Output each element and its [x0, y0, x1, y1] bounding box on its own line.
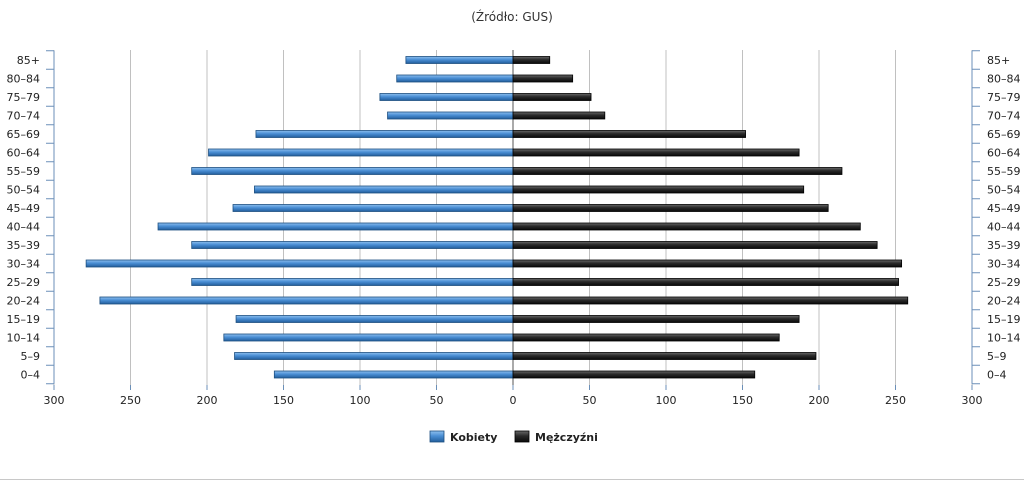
bar-mezczyzni: [512, 259, 903, 268]
y-tick-label-left: 50–54: [7, 184, 41, 197]
y-tick-label-right: 10–14: [987, 332, 1021, 345]
bar-kobiety: [223, 333, 514, 342]
bottom-divider: [0, 479, 1024, 480]
y-tick-label-left: 30–34: [7, 258, 41, 271]
bar-kobiety: [191, 241, 514, 249]
x-tick-label: 150: [273, 394, 294, 407]
bar-kobiety: [387, 111, 514, 120]
y-tick-label-right: 65–69: [987, 128, 1021, 141]
x-tick-label: 0: [510, 394, 517, 407]
bar-kobiety: [255, 130, 514, 138]
y-tick-label-right: 5–9: [987, 350, 1007, 363]
y-tick-label-right: 40–44: [987, 221, 1021, 234]
legend-swatch: [429, 430, 445, 443]
bar-kobiety: [157, 222, 514, 231]
x-tick-label: 50: [583, 394, 597, 407]
y-tick-label-left: 40–44: [7, 221, 41, 234]
legend: Kobiety Mężczyźni: [429, 430, 598, 444]
legend-swatch: [514, 430, 530, 443]
bar-mezczyzni: [512, 74, 574, 83]
y-tick-label-left: 20–24: [7, 295, 41, 308]
x-tick-label: 50: [430, 394, 444, 407]
y-tick-label-left: 55–59: [7, 165, 41, 178]
y-tick-label-left: 80–84: [7, 73, 41, 86]
bar-mezczyzni: [512, 185, 805, 194]
bar-kobiety: [208, 148, 514, 157]
y-tick-label-right: 70–74: [987, 110, 1021, 123]
bar-kobiety: [235, 315, 514, 323]
y-tick-label-left: 15–19: [7, 313, 41, 326]
bar-kobiety: [379, 93, 514, 101]
y-tick-label-right: 35–39: [987, 239, 1021, 252]
y-tick-label-right: 25–29: [987, 276, 1021, 289]
y-tick-label-left: 60–64: [7, 147, 41, 160]
y-tick-label-right: 0–4: [987, 369, 1007, 382]
bar-mezczyzni: [512, 167, 843, 175]
bar-kobiety: [254, 185, 514, 194]
y-tick-label-right: 80–84: [987, 73, 1021, 86]
y-tick-label-right: 60–64: [987, 147, 1021, 160]
bar-mezczyzni: [512, 148, 800, 157]
x-tick-label: 300: [962, 394, 983, 407]
bar-mezczyzni: [512, 370, 756, 379]
y-tick-label-left: 35–39: [7, 239, 41, 252]
bar-kobiety: [405, 56, 514, 64]
y-tick-label-right: 85+: [987, 54, 1010, 67]
bar-mezczyzni: [512, 296, 909, 305]
y-tick-label-left: 45–49: [7, 202, 41, 215]
bar-kobiety: [191, 278, 514, 286]
bar-mezczyzni: [512, 130, 746, 138]
bar-mezczyzni: [512, 315, 800, 323]
y-tick-label-left: 85+: [17, 54, 40, 67]
chart-subtitle: (Źródło: GUS): [471, 10, 553, 24]
legend-item-kobiety[interactable]: Kobiety: [429, 430, 497, 444]
bar-kobiety: [191, 167, 514, 175]
y-tick-label-left: 10–14: [7, 332, 41, 345]
bar-mezczyzni: [512, 93, 592, 101]
y-tick-label-right: 30–34: [987, 258, 1021, 271]
bar-kobiety: [273, 370, 514, 379]
bar-kobiety: [396, 74, 514, 83]
y-tick-label-right: 20–24: [987, 295, 1021, 308]
bar-mezczyzni: [512, 56, 551, 64]
x-tick-label: 250: [885, 394, 906, 407]
bar-mezczyzni: [512, 241, 878, 249]
y-tick-label-left: 5–9: [21, 350, 41, 363]
bar-kobiety: [232, 204, 514, 212]
x-tick-label: 100: [350, 394, 371, 407]
bar-mezczyzni: [512, 333, 780, 342]
bar-mezczyzni: [512, 222, 861, 231]
bar-mezczyzni: [512, 111, 606, 120]
bar-kobiety: [99, 296, 514, 305]
bar-kobiety: [234, 352, 514, 360]
y-tick-label-left: 65–69: [7, 128, 41, 141]
x-tick-label: 200: [809, 394, 830, 407]
legend-label: Mężczyźni: [535, 431, 598, 444]
y-tick-label-left: 0–4: [21, 369, 41, 382]
y-tick-label-right: 50–54: [987, 184, 1021, 197]
legend-item-mezczyzni[interactable]: Mężczyźni: [514, 430, 598, 444]
x-tick-label: 200: [197, 394, 218, 407]
bar-kobiety: [85, 259, 514, 268]
y-tick-label-right: 75–79: [987, 91, 1021, 104]
x-tick-label: 300: [44, 394, 65, 407]
legend-label: Kobiety: [450, 431, 497, 444]
bar-mezczyzni: [512, 352, 817, 360]
bar-mezczyzni: [512, 204, 829, 212]
y-tick-label-right: 15–19: [987, 313, 1021, 326]
x-tick-label: 150: [732, 394, 753, 407]
y-tick-label-left: 75–79: [7, 91, 41, 104]
x-tick-label: 250: [120, 394, 141, 407]
bar-mezczyzni: [512, 278, 899, 286]
y-tick-label-right: 55–59: [987, 165, 1021, 178]
y-tick-label-right: 45–49: [987, 202, 1021, 215]
x-tick-label: 100: [656, 394, 677, 407]
y-tick-label-left: 70–74: [7, 110, 41, 123]
bars-layer: [85, 56, 909, 379]
y-tick-label-left: 25–29: [7, 276, 41, 289]
